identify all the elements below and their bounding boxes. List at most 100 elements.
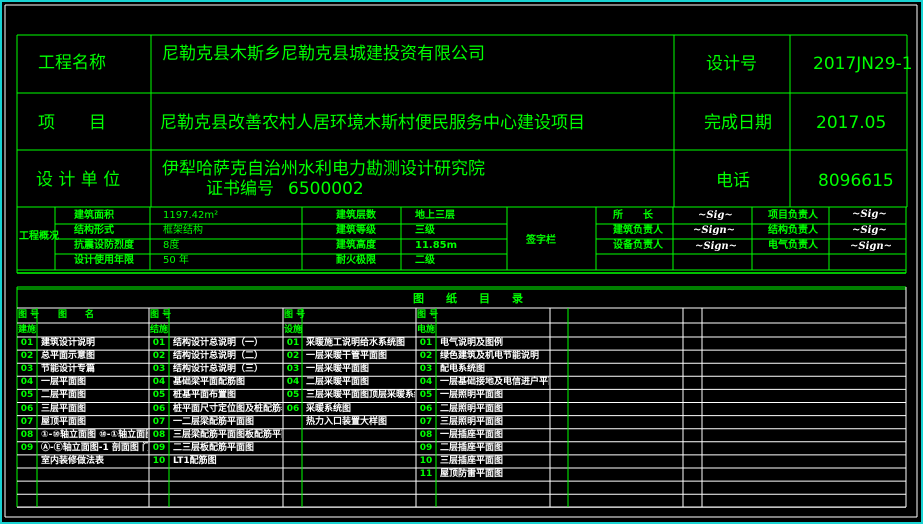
drawing-name[interactable]: 绿色建筑及机电节能说明 <box>440 351 540 362</box>
drawing-number[interactable]: 04 <box>419 377 433 388</box>
drawing-number[interactable]: 06 <box>419 403 433 414</box>
drawing-name[interactable]: 三层采暖平面图顶层采暖系统图 <box>306 390 415 401</box>
design-no-label: 设计号 <box>706 54 757 74</box>
column-header-no: 图 号 <box>417 310 439 320</box>
overview-field-label: 建筑面积 <box>74 210 114 221</box>
drawing-name[interactable]: 桩基平面布置图 <box>173 390 237 401</box>
drawing-name[interactable]: 一层采暖平面图 <box>306 364 370 375</box>
drawing-name[interactable]: 总平面示意图 <box>41 351 96 362</box>
drawing-name[interactable]: 电气说明及图例 <box>440 338 504 348</box>
finish-date-value: 2017.05 <box>816 113 887 133</box>
drawing-number[interactable]: 08 <box>20 429 34 440</box>
drawing-name[interactable]: LT1配筋图 <box>173 455 217 466</box>
drawing-number[interactable] <box>17 455 37 468</box>
overview-field-value: 二级 <box>415 255 435 266</box>
group-code: 设施 <box>284 325 303 335</box>
drawing-name[interactable]: 二层采暖平面图 <box>306 377 370 388</box>
drawing-name[interactable]: 一层照明平面图 <box>440 390 504 401</box>
item-label: 项 目 <box>38 113 106 133</box>
drawing-number[interactable]: 07 <box>152 416 166 427</box>
drawing-name[interactable]: 室内装修做法表 <box>41 455 105 466</box>
drawing-number[interactable] <box>283 416 303 429</box>
drawing-name[interactable]: Ⓐ-Ⓔ轴立面图-1 剖面图 门窗表 <box>41 442 148 453</box>
certificate-label: 证书编号 <box>206 179 274 199</box>
column-header-no: 图 号 <box>284 310 306 320</box>
drawing-name[interactable]: 节能设计专篇 <box>41 364 96 375</box>
drawing-number[interactable]: 04 <box>152 377 166 388</box>
drawing-number[interactable]: 09 <box>419 442 433 453</box>
overview-field-value: 11.85m <box>415 240 458 251</box>
drawing-name[interactable]: 三层插座平面图 <box>440 455 504 466</box>
drawing-number[interactable]: 10 <box>419 455 433 466</box>
drawing-name[interactable]: 二三层板配筋平面图 <box>173 442 255 453</box>
drawing-number[interactable]: 08 <box>419 429 433 440</box>
drawing-number[interactable]: 09 <box>152 442 166 453</box>
drawing-name[interactable]: 一层插座平面图 <box>440 429 504 440</box>
drawing-number[interactable]: 04 <box>20 377 34 388</box>
drawing-number[interactable]: 07 <box>419 416 433 427</box>
overview-field-label: 耐火极限 <box>336 255 376 266</box>
drawing-name[interactable]: 建筑设计说明 <box>41 338 96 348</box>
drawing-name[interactable]: 屋顶平面图 <box>41 416 87 427</box>
drawing-name[interactable]: 结构设计总说明（一） <box>173 338 264 348</box>
drawing-number[interactable]: 05 <box>286 390 300 401</box>
drawing-number[interactable]: 06 <box>152 403 166 414</box>
group-code: 建施 <box>18 325 37 335</box>
drawing-name[interactable]: 一二层梁配筋平面图 <box>173 416 255 427</box>
drawing-name[interactable]: 一层基础接地及电信进户平面图 <box>440 377 549 388</box>
drawing-name[interactable]: 二层照明平面图 <box>440 403 504 414</box>
signature: ~Sign~ <box>693 225 736 236</box>
drawing-name[interactable]: 采暖系统图 <box>306 403 352 414</box>
drawing-number[interactable]: 02 <box>20 351 34 362</box>
drawing-number[interactable]: 07 <box>20 416 34 427</box>
group-code: 结施 <box>150 325 169 335</box>
drawing-name[interactable]: 三层平面图 <box>41 403 87 414</box>
drawing-number[interactable]: 01 <box>20 338 34 348</box>
overview-field-value: 地上三层 <box>415 210 455 221</box>
drawing-name[interactable]: 基础梁平面配筋图 <box>173 377 246 388</box>
sign-role-label: 结构负责人 <box>768 225 818 236</box>
drawing-number[interactable]: 04 <box>286 377 300 388</box>
drawing-name[interactable]: 桩平面尺寸定位图及桩配筋表 <box>173 403 282 414</box>
drawing-number[interactable]: 06 <box>20 403 34 414</box>
drawing-number[interactable]: 11 <box>419 469 433 479</box>
drawing-number[interactable]: 03 <box>419 364 433 375</box>
drawing-number[interactable]: 09 <box>20 442 34 453</box>
design-no-value: 2017JN29-1 <box>813 54 913 74</box>
column-header-no: 图 号 <box>18 310 40 320</box>
drawing-name[interactable]: 一层采暖干管平面图 <box>306 351 388 362</box>
drawing-number[interactable]: 02 <box>419 351 433 362</box>
drawing-number[interactable]: 02 <box>152 351 166 362</box>
drawing-number[interactable]: 05 <box>20 390 34 401</box>
overview-field-value: 1197.42m² <box>163 210 219 221</box>
drawing-number[interactable]: 03 <box>286 364 300 375</box>
overview-field-label: 建筑层数 <box>336 210 376 221</box>
drawing-number[interactable]: 01 <box>152 338 166 348</box>
drawing-name[interactable]: 二层插座平面图 <box>440 442 504 453</box>
drawing-number[interactable]: 02 <box>286 351 300 362</box>
drawing-name[interactable]: ①-⑩轴立面图 ⑩-①轴立面图 <box>41 429 148 440</box>
signature: ~Sign~ <box>850 241 893 252</box>
drawing-name[interactable]: 三层梁配筋平面图板配筋平面图 <box>173 429 282 440</box>
drawing-name[interactable]: 结构设计总说明（二） <box>173 351 264 362</box>
drawing-number[interactable]: 10 <box>152 455 166 466</box>
drawing-number[interactable]: 01 <box>286 338 300 348</box>
drawing-name[interactable]: 结构设计总说明（三） <box>173 364 264 375</box>
drawing-number[interactable]: 05 <box>152 390 166 401</box>
drawing-name[interactable]: 二层平面图 <box>41 390 87 401</box>
overview-field-label: 结构形式 <box>74 225 114 236</box>
drawing-number[interactable]: 05 <box>419 390 433 401</box>
drawing-name[interactable]: 一层平面图 <box>41 377 87 388</box>
drawing-number[interactable]: 01 <box>419 338 433 348</box>
drawing-number[interactable]: 06 <box>286 403 300 414</box>
drawing-number[interactable]: 03 <box>20 364 34 375</box>
drawing-name[interactable]: 热力入口装置大样图 <box>306 416 388 427</box>
drawing-name[interactable]: 屋顶防雷平面图 <box>440 469 504 479</box>
drawing-name[interactable]: 配电系统图 <box>440 364 486 375</box>
signature: ~Sig~ <box>698 210 733 221</box>
drawing-number[interactable]: 08 <box>152 429 166 440</box>
drawing-name[interactable]: 三层照明平面图 <box>440 416 504 427</box>
drawing-number[interactable]: 03 <box>152 364 166 375</box>
drawing-name[interactable]: 采暖施工说明给水系统图 <box>306 338 406 348</box>
